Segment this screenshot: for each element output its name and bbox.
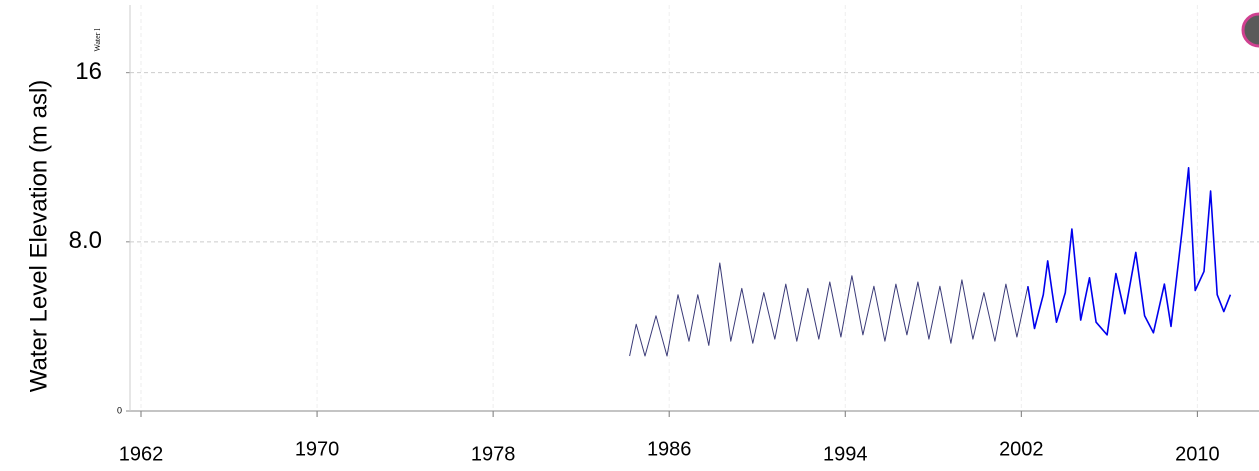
x-tick-label: 1978 [471,443,516,465]
x-tick-label: 2002 [999,438,1044,460]
x-tick-label: 1986 [647,438,692,460]
data-line [630,263,1028,356]
page: {"chart_data": {"type": "line", "y_label… [0,0,1259,471]
y-tick-label: 16 [75,58,102,85]
x-tick-label: 1994 [823,443,868,465]
y-tick-label: 8.0 [69,227,102,254]
data-line [1028,168,1231,335]
x-tick-label: 2010 [1175,443,1220,465]
chart: Water Level Elevation (m asl) Water l 0 8… [0,0,1259,471]
annotation: Water l [93,28,102,52]
y-axis-title: Water Level Elevation (m asl) [25,80,52,393]
x-tick-label: 1962 [119,443,164,465]
y-tick-label: 0 [117,405,122,415]
x-tick-label: 1970 [295,438,340,460]
icon [1243,14,1259,46]
